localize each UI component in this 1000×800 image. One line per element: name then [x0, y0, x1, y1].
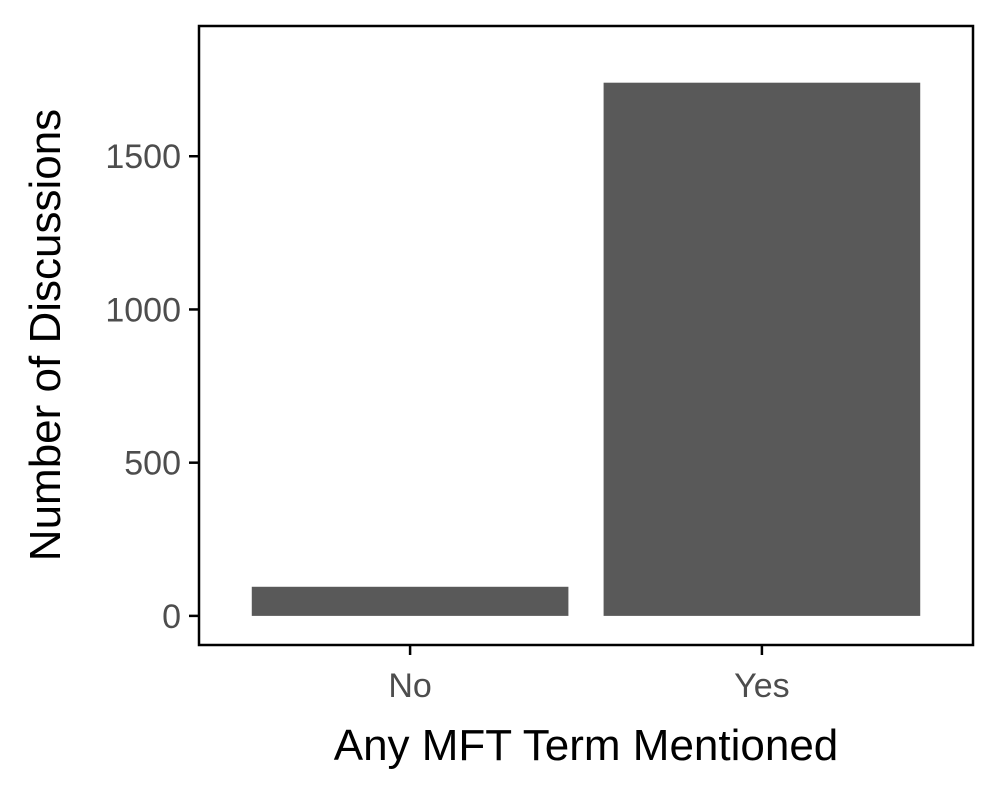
y-tick-label: 0: [162, 598, 181, 636]
y-axis-title: Number of Discussions: [21, 109, 70, 561]
x-axis: No Yes: [388, 645, 790, 705]
y-tick-label: 1000: [105, 291, 181, 329]
y-tick-label: 500: [124, 445, 181, 483]
x-axis-title: Any MFT Term Mentioned: [334, 721, 839, 770]
x-tick-label: No: [388, 667, 431, 705]
x-tick-label: Yes: [734, 667, 789, 705]
bar-no: [251, 586, 569, 616]
y-axis: 0 500 1000 1500: [105, 138, 199, 636]
bars-layer: [251, 82, 921, 616]
y-tick-label: 1500: [105, 138, 181, 176]
bar-yes: [603, 82, 921, 616]
